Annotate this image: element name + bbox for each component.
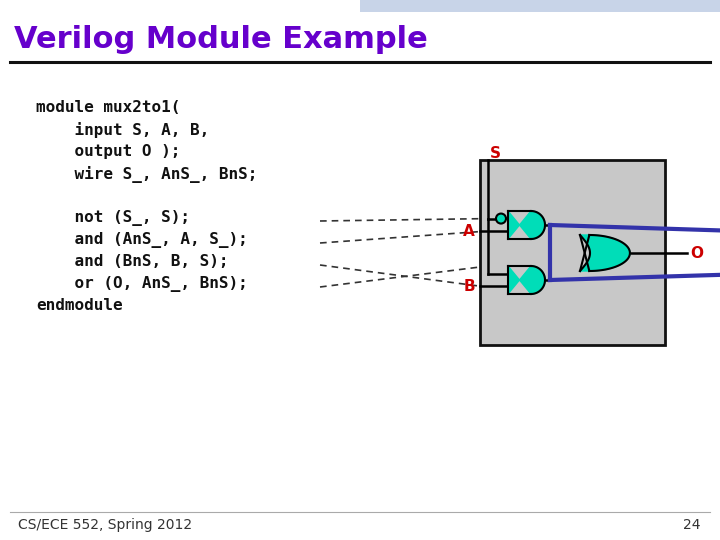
Text: O: O <box>690 246 703 260</box>
Text: and (AnS_, A, S_);: and (AnS_, A, S_); <box>36 232 248 248</box>
Polygon shape <box>508 211 545 239</box>
Text: not (S_, S);: not (S_, S); <box>36 210 190 226</box>
Text: 24: 24 <box>683 518 700 532</box>
Text: endmodule: endmodule <box>36 298 122 313</box>
Text: A: A <box>463 224 475 239</box>
Text: wire S_, AnS_, BnS;: wire S_, AnS_, BnS; <box>36 166 257 183</box>
Text: module mux2to1(: module mux2to1( <box>36 100 181 115</box>
Text: and (BnS, B, S);: and (BnS, B, S); <box>36 254 228 269</box>
Polygon shape <box>508 266 545 294</box>
Text: or (O, AnS_, BnS);: or (O, AnS_, BnS); <box>36 276 248 292</box>
Bar <box>480 160 665 345</box>
Text: B: B <box>464 279 475 294</box>
Text: Verilog Module Example: Verilog Module Example <box>14 25 428 55</box>
Text: CS/ECE 552, Spring 2012: CS/ECE 552, Spring 2012 <box>18 518 192 532</box>
Text: output O );: output O ); <box>36 144 181 159</box>
Text: S: S <box>490 146 501 161</box>
Text: input S, A, B,: input S, A, B, <box>36 122 210 138</box>
Circle shape <box>496 213 506 224</box>
Polygon shape <box>580 235 630 271</box>
Bar <box>360 0 720 12</box>
